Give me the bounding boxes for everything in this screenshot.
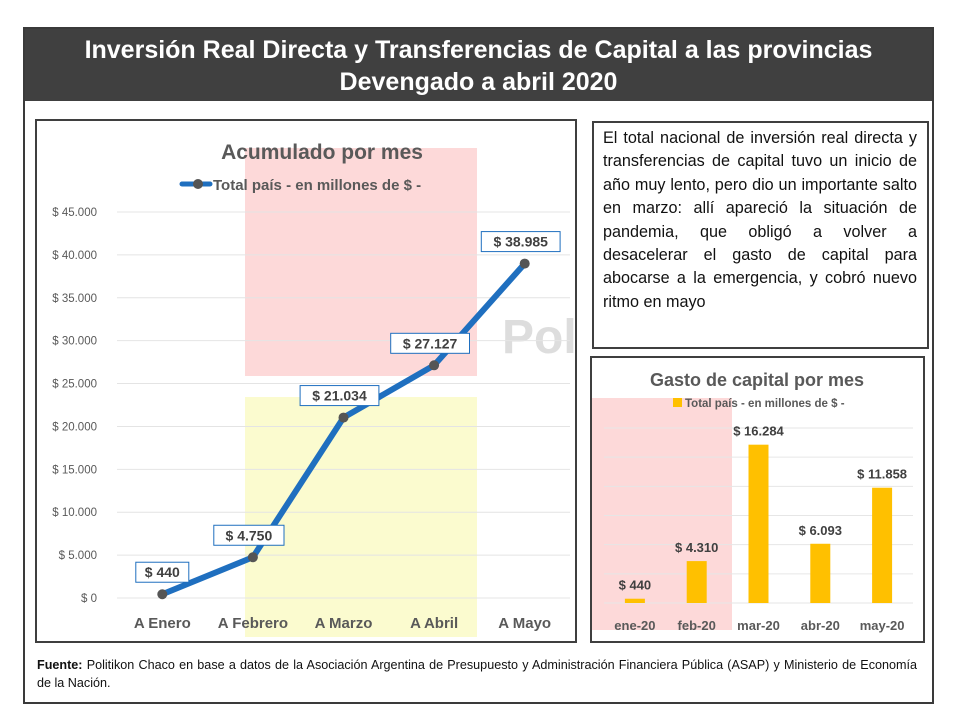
legend-marker-swatch [193, 179, 203, 189]
source-label: Fuente: [37, 658, 83, 672]
svg-text:$ 4.750: $ 4.750 [226, 527, 273, 543]
data-point [519, 258, 530, 269]
bar [748, 444, 769, 603]
page-title: Inversión Real Directa y Transferencias … [84, 36, 873, 64]
header-banner: Inversión Real Directa y Transferencias … [25, 29, 932, 101]
bar-legend-swatch [673, 398, 682, 407]
description-box: El total nacional de inversión real dire… [592, 121, 929, 349]
x-tick-label: ene-20 [614, 618, 655, 633]
data-point [157, 589, 168, 600]
monthly-bar-chart: $ 440 $ 4.310 $ 16.284 $ 6.093 $ 11.858 ene-… [592, 370, 913, 633]
bar-chart-title: Gasto de capital por mes [650, 370, 864, 390]
svg-text:$ 21.034: $ 21.034 [312, 388, 367, 404]
y-tick-label: $ 35.000 [52, 293, 97, 305]
x-tick-label: A Mayo [498, 615, 551, 632]
svg-text:$ 440: $ 440 [145, 564, 180, 580]
bar-legend-label: Total país - en millones de $ - [685, 398, 845, 410]
x-tick-label: A Marzo [315, 615, 373, 632]
data-point [429, 360, 440, 371]
chart-title: Acumulado por mes [221, 141, 423, 164]
y-tick-label: $ 40.000 [52, 250, 97, 262]
bar [872, 487, 893, 603]
bar-data-label: $ 11.858 [857, 467, 907, 482]
legend-label: Total país - en millones de $ - [213, 177, 421, 194]
y-tick-label: $ 10.000 [52, 507, 97, 519]
x-tick-label: abr-20 [801, 618, 840, 633]
y-tick-label: $ 5.000 [59, 550, 97, 562]
y-tick-label: $ 30.000 [52, 336, 97, 348]
highlight-red-bar [592, 398, 732, 630]
bar-data-label: $ 16.284 [733, 424, 784, 439]
x-tick-label: may-20 [860, 618, 905, 633]
y-tick-label: $ 20.000 [52, 421, 97, 433]
data-point [338, 412, 349, 423]
page-subtitle: Devengado a abril 2020 [339, 68, 618, 96]
data-label: $ 38.985 [480, 231, 561, 253]
highlight-yellow [245, 397, 477, 637]
bar-data-label: $ 440 [619, 578, 652, 593]
data-label: $ 21.034 [299, 385, 380, 407]
y-tick-label: $ 25.000 [52, 379, 97, 391]
bar [810, 543, 831, 603]
x-tick-label: A Abril [410, 615, 458, 632]
x-tick-label: A Febrero [218, 615, 288, 632]
source-text: Politikon Chaco en base a datos de la As… [37, 658, 917, 690]
bar-data-label: $ 4.310 [675, 540, 718, 555]
svg-text:$ 38.985: $ 38.985 [493, 234, 548, 250]
x-tick-label: feb-20 [678, 618, 716, 633]
bar [624, 598, 645, 603]
x-tick-label: A Enero [134, 615, 191, 632]
bar [686, 561, 707, 603]
y-tick-label: $ 15.000 [52, 464, 97, 476]
data-label: $ 27.127 [390, 332, 471, 354]
bar-data-label: $ 6.093 [799, 523, 842, 538]
data-point [247, 552, 258, 563]
watermark: Politikon [502, 311, 575, 364]
data-label: $ 4.750 [213, 524, 285, 546]
data-label: $ 440 [135, 561, 190, 583]
y-tick-label: $ 0 [81, 593, 97, 605]
y-tick-label: $ 45.000 [52, 207, 97, 219]
cumulative-line-chart: Politikon $ 0 $ 5.000 $ 10.000 $ 15.000 $ 20… [52, 141, 575, 637]
x-tick-label: mar-20 [737, 618, 780, 633]
svg-text:$ 27.127: $ 27.127 [403, 335, 458, 351]
source-footer: Fuente: Politikon Chaco en base a datos … [37, 656, 917, 692]
